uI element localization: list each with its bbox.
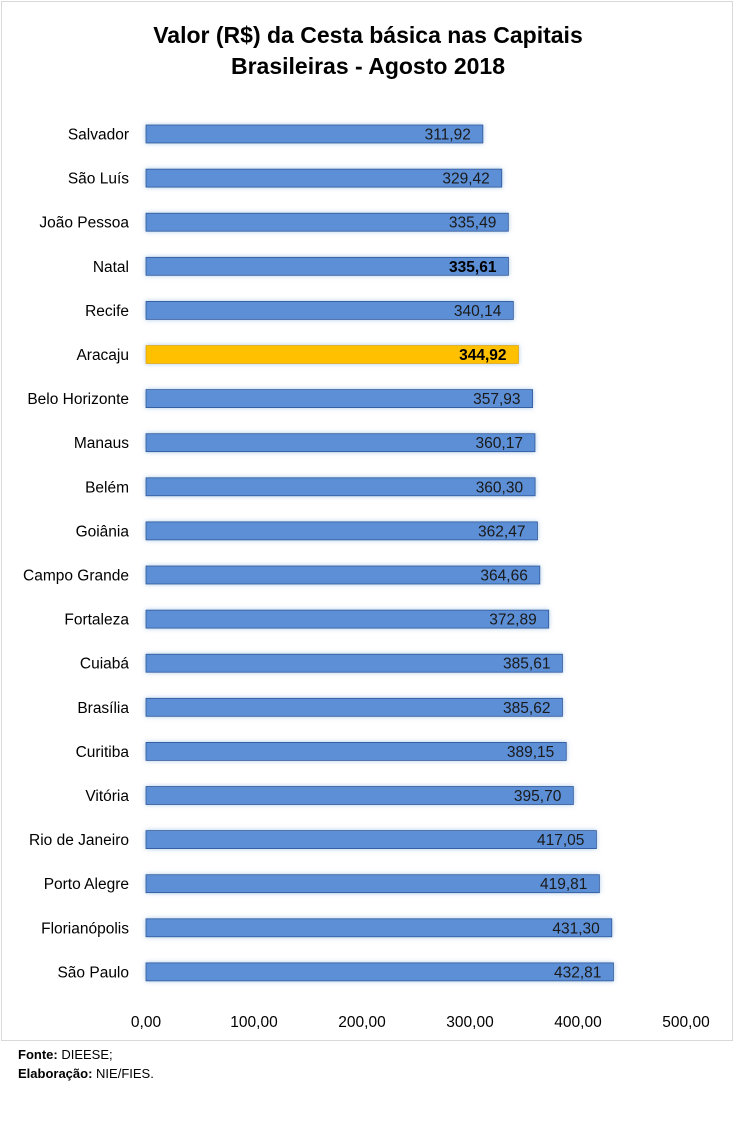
category-label: Vitória xyxy=(85,788,129,805)
x-tick-label: 100,00 xyxy=(230,1014,278,1031)
source-note: Fonte: DIEESE; xyxy=(18,1047,113,1062)
bar-15 xyxy=(145,786,574,805)
x-tick-label: 500,00 xyxy=(662,1014,710,1031)
x-tick-label: 0,00 xyxy=(131,1014,162,1031)
data-label: 311,92 xyxy=(425,127,471,144)
category-label: Belém xyxy=(85,479,129,496)
category-label: Curitiba xyxy=(76,744,130,761)
bar-chart: Salvador 311,92 São Luís 329,42 João Pessoa 3… xyxy=(23,124,710,1031)
bar-6 xyxy=(145,389,533,409)
data-label: 357,93 xyxy=(473,391,520,408)
elaboration-note: Elaboração: NIE/FIES. xyxy=(18,1066,154,1081)
x-tick-label: 300,00 xyxy=(446,1014,494,1031)
category-label: Brasília xyxy=(77,700,129,717)
bar-8 xyxy=(145,477,536,497)
elaboration-label: Elaboração: xyxy=(18,1066,93,1081)
category-label: Porto Alegre xyxy=(44,876,129,893)
bar-16 xyxy=(145,830,597,849)
data-label: 432,81 xyxy=(554,964,601,981)
category-label: Rio de Janeiro xyxy=(29,832,129,849)
chart-frame xyxy=(1,1,733,1041)
source-label: Fonte: xyxy=(18,1047,58,1062)
data-label: 362,47 xyxy=(478,523,525,540)
bar-5 xyxy=(145,345,519,364)
category-label: São Paulo xyxy=(57,964,129,981)
bar-17 xyxy=(145,874,600,894)
data-label: 344,92 xyxy=(459,347,506,364)
bar-0 xyxy=(145,124,484,144)
category-label: São Luís xyxy=(68,171,129,188)
bar-1 xyxy=(145,168,503,188)
title-line-2: Brasileiras - Agosto 2018 xyxy=(231,53,505,79)
category-label: Salvador xyxy=(68,127,129,144)
data-label: 389,15 xyxy=(507,744,554,761)
category-label: Natal xyxy=(93,259,129,276)
data-label: 372,89 xyxy=(489,612,536,629)
data-label: 385,62 xyxy=(503,700,550,717)
bar-4 xyxy=(145,300,514,320)
data-label: 335,61 xyxy=(449,259,497,276)
elaboration-value: NIE/FIES. xyxy=(92,1066,154,1081)
category-label: Fortaleza xyxy=(64,612,129,629)
category-label: Aracaju xyxy=(76,347,129,364)
data-label: 360,30 xyxy=(476,479,524,496)
data-label: 385,61 xyxy=(503,656,550,673)
bar-12 xyxy=(145,653,563,673)
chart-title: Valor (R$) da Cesta básica nas Capitais … xyxy=(0,20,736,82)
category-label: João Pessoa xyxy=(39,215,129,232)
bar-11 xyxy=(145,609,550,629)
data-label: 364,66 xyxy=(480,568,527,585)
bar-13 xyxy=(145,697,563,717)
x-tick-label: 200,00 xyxy=(338,1014,386,1031)
bar-18 xyxy=(145,918,613,938)
category-label: Manaus xyxy=(74,435,129,452)
data-label: 329,42 xyxy=(442,171,489,188)
category-label: Belo Horizonte xyxy=(27,391,129,408)
category-label: Goiânia xyxy=(76,523,130,540)
bar-10 xyxy=(145,565,541,585)
bar-2 xyxy=(145,212,509,232)
data-label: 340,14 xyxy=(454,303,502,320)
x-tick-label: 400,00 xyxy=(554,1014,602,1031)
data-label: 419,81 xyxy=(540,876,587,893)
category-label: Florianópolis xyxy=(41,920,129,937)
data-label: 395,70 xyxy=(514,788,562,805)
bar-7 xyxy=(145,433,536,453)
source-value: DIEESE; xyxy=(57,1047,113,1062)
data-label: 417,05 xyxy=(537,832,584,849)
category-label: Cuiabá xyxy=(80,656,129,673)
bar-14 xyxy=(145,742,567,761)
data-label: 360,17 xyxy=(476,435,523,452)
bar-3 xyxy=(145,256,509,276)
data-label: 335,49 xyxy=(449,215,496,232)
category-label: Campo Grande xyxy=(23,568,129,585)
data-label: 431,30 xyxy=(552,920,600,937)
bar-19 xyxy=(145,962,614,982)
category-label: Recife xyxy=(85,303,129,320)
title-line-1: Valor (R$) da Cesta básica nas Capitais xyxy=(153,22,583,48)
bar-9 xyxy=(145,521,538,541)
